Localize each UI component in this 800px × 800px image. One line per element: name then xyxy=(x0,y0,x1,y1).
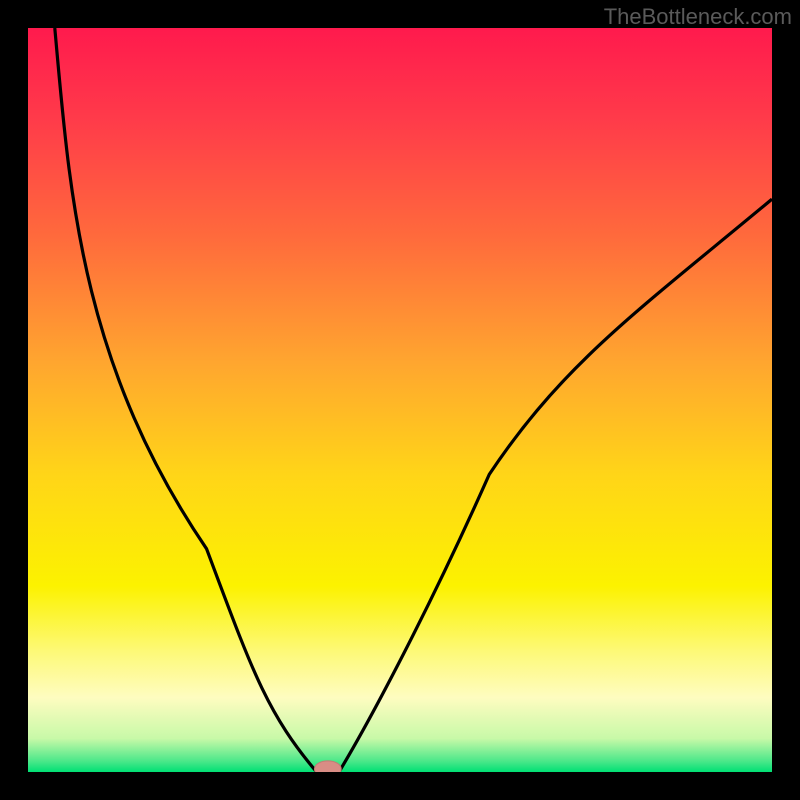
chart-svg xyxy=(0,0,800,800)
watermark-text: TheBottleneck.com xyxy=(604,4,792,30)
bottleneck-chart xyxy=(0,0,800,800)
